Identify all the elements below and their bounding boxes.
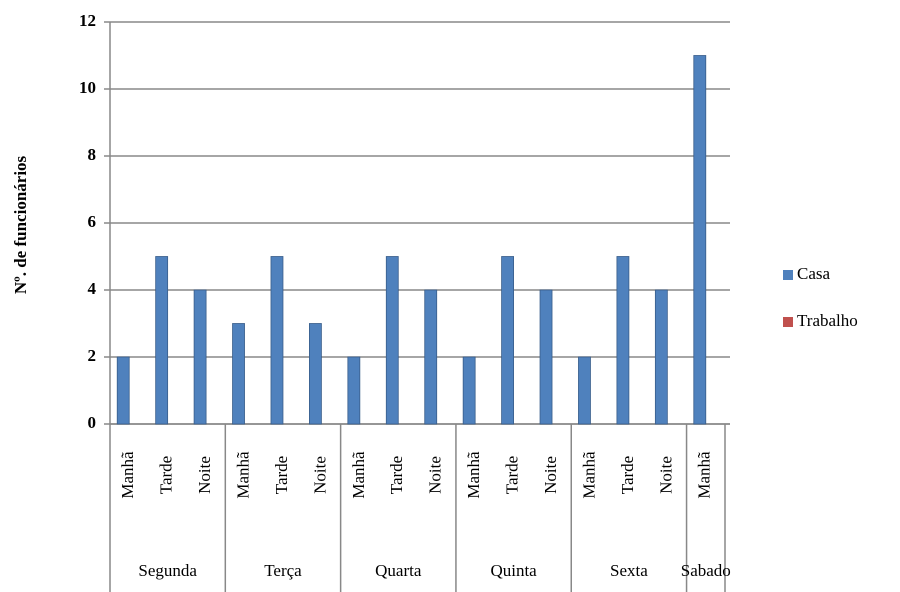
y-axis-title: Nº. de funcionários [11,155,30,294]
x-tick-label: Tarde [618,456,637,494]
x-tick-label: Manhã [233,451,252,499]
y-tick-label: 12 [79,11,96,30]
bar [385,256,399,425]
x-tick-label: Tarde [157,456,176,494]
bar [578,356,591,425]
group-label: Sexta [610,561,648,580]
bar [116,356,130,425]
group-label: Sabado [681,561,731,580]
bar [501,256,514,425]
x-tick-label: Noite [656,456,675,494]
legend-label: Casa [797,264,831,283]
x-tick-label: Manhã [695,451,714,499]
bar [654,289,668,425]
x-tick-label: Tarde [272,456,291,494]
y-tick-label: 2 [88,346,97,365]
bar [424,289,438,425]
bar [462,356,476,425]
bar [693,55,707,425]
y-tick-label: 4 [88,279,97,298]
x-tick-label: Noite [310,456,329,494]
bar [539,289,553,425]
x-tick-label: Tarde [503,456,522,494]
group-label: Quinta [490,561,537,580]
x-tick-label: Manhã [579,451,598,499]
bar [193,289,207,425]
x-tick-label: Manhã [464,451,483,499]
x-tick-label: Noite [426,456,445,494]
x-tick-label: Manhã [349,451,368,499]
x-tick-label: Manhã [118,451,137,499]
bar [155,256,169,425]
x-tick-label: Noite [541,456,560,494]
y-tick-label: 6 [88,212,97,231]
y-tick-label: 10 [79,78,96,97]
legend-swatch [783,270,793,280]
legend-label: Trabalho [797,311,858,330]
bar [232,323,245,425]
group-label: Terça [264,561,302,580]
bar [309,323,322,425]
y-tick-label: 0 [88,413,97,432]
bar [616,256,630,425]
legend-swatch [783,317,793,327]
group-label: Quarta [375,561,422,580]
bar [347,356,361,425]
x-tick-label: Noite [195,456,214,494]
x-tick-label: Tarde [387,456,406,494]
bar [270,256,284,425]
group-label: Segunda [138,561,197,580]
y-tick-label: 8 [88,145,97,164]
